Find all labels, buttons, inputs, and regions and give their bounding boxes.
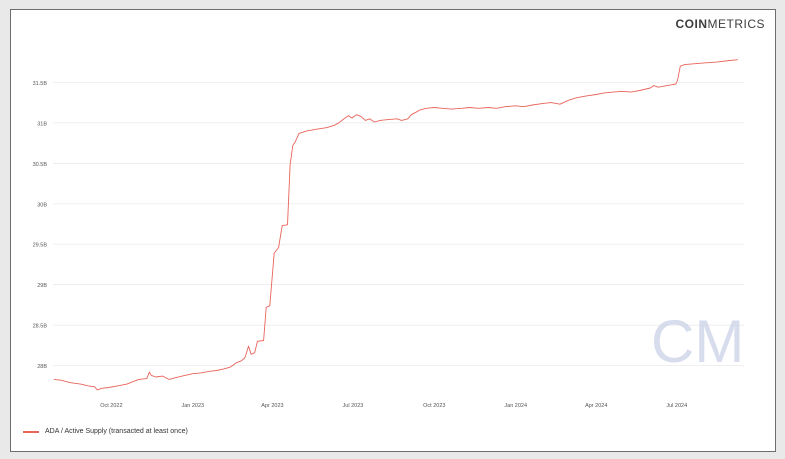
x-tick-label: Jul 2024 [666,403,687,409]
x-tick-label: Jul 2023 [343,403,364,409]
y-tick-label: 29B [37,283,47,289]
cm-watermark: CM [651,308,744,375]
y-tick-label: 30B [37,202,47,208]
y-tick-label: 31.5B [33,81,48,87]
x-axis-ticks: Oct 2022 Jan 2023 Apr 2023 Jul 2023 Oct 2023… [100,403,687,409]
chart-frame: COINMETRICS CM 28B 28.5B 29B 29.5B 30B 30.5B 3… [10,9,776,452]
series-line[interactable] [53,59,738,391]
coinmetrics-logo: COINMETRICS [676,17,766,31]
y-tick-label: 28B [37,364,47,370]
line-chart: CM 28B 28.5B 29B 29.5B 30B 30.5B 31B 31.5B Oct … [33,59,744,409]
y-axis-ticks: 28B 28.5B 29B 29.5B 30B 30.5B 31B 31.5B [33,81,48,370]
series-lines [53,59,738,391]
gridlines [53,81,744,367]
x-tick-label: Jan 2023 [181,403,204,409]
legend-label: ADA / Active Supply (transacted at least… [45,428,188,435]
y-tick-label: 29.5B [33,243,48,249]
x-tick-label: Apr 2024 [585,403,607,409]
chart-legend[interactable]: ADA / Active Supply (transacted at least… [23,428,188,435]
y-tick-label: 28.5B [33,324,48,330]
x-tick-label: Oct 2022 [100,403,122,409]
x-tick-label: Jan 2024 [504,403,527,409]
legend-swatch [23,430,39,433]
x-tick-label: Apr 2023 [261,403,283,409]
logo-prefix: COIN [675,17,708,31]
y-tick-label: 31B [37,121,47,127]
logo-suffix: METRICS [707,17,765,31]
x-tick-label: Oct 2023 [423,403,445,409]
y-tick-label: 30.5B [33,162,48,168]
